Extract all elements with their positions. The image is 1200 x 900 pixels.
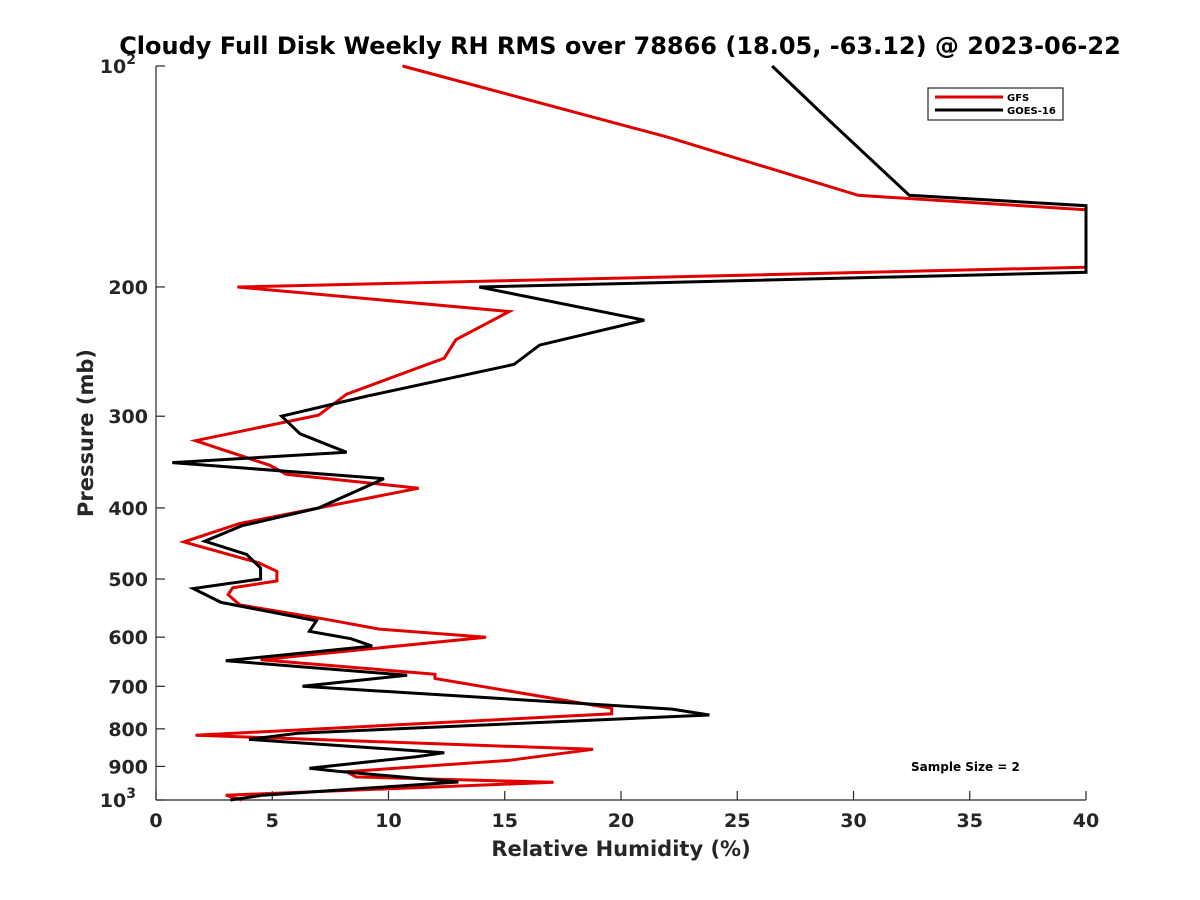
x-axis-label: Relative Humidity (%) [491,837,750,861]
y-tick-label: 300 [108,406,148,428]
legend: GFS GOES-16 [927,87,1064,121]
data-series [172,64,1088,802]
x-tick-label: 20 [608,810,634,832]
x-tick-label: 35 [957,810,983,832]
x-tick-label: 5 [266,810,279,832]
y-tick-label: 800 [108,719,148,741]
legend-box [927,87,1064,121]
legend-label-goes16: GOES-16 [1007,106,1056,117]
x-tick-label: 10 [375,810,401,832]
y-tick-label: 400 [108,498,148,520]
x-tick-label: 40 [1073,810,1099,832]
x-tick-label: 30 [840,810,866,832]
y-axis-label: Pressure (mb) [74,349,98,517]
sample-size-annotation: Sample Size = 2 [911,760,1020,774]
y-tick-label: 900 [108,756,148,778]
y-tick-label: 103 [100,786,136,812]
series-line-gfs [178,64,1088,802]
y-tick-label: 102 [100,52,136,78]
series-line-goes16 [172,64,1088,802]
legend-label-gfs: GFS [1007,93,1029,104]
x-axis-ticks: 0 5 10 15 20 25 30 35 40 [149,791,1099,832]
x-tick-label: 15 [492,810,518,832]
y-axis-ticks: 102 200 300 400 500 600 700 800 900 103 [100,52,165,812]
y-tick-label: 700 [108,676,148,698]
chart-title: Cloudy Full Disk Weekly RH RMS over 7886… [119,32,1121,60]
x-tick-label: 25 [724,810,750,832]
y-tick-label: 500 [108,569,148,591]
x-tick-label: 0 [149,810,162,832]
y-tick-label: 200 [108,277,148,299]
y-tick-label: 600 [108,627,148,649]
